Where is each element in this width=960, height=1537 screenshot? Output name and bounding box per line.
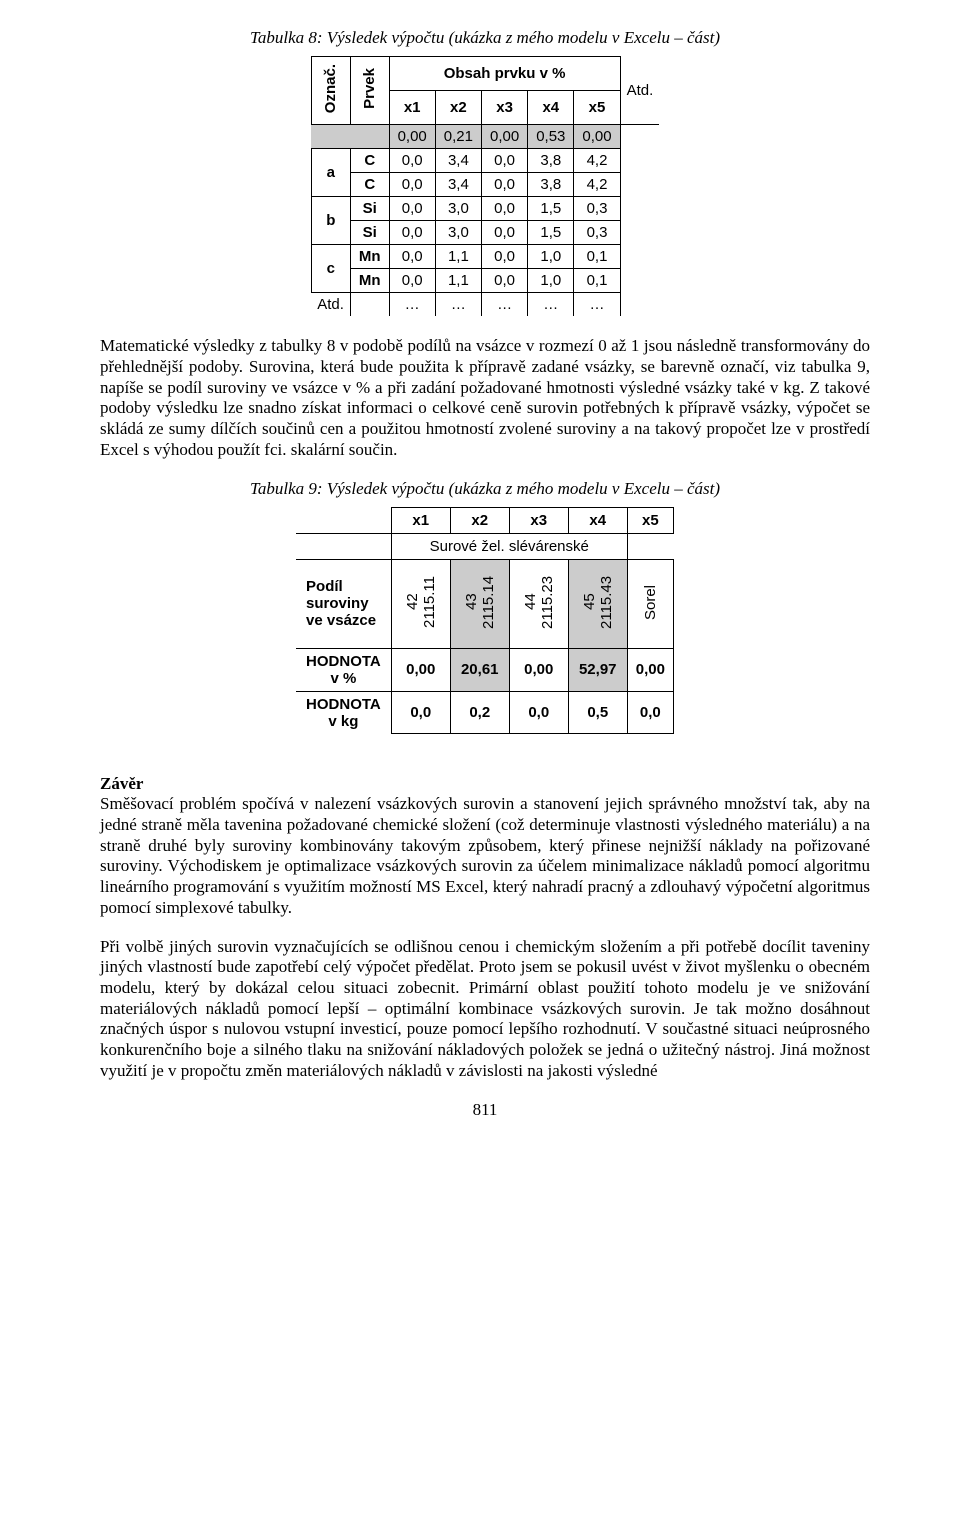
paragraph-1: Matematické výsledky z tabulky 8 v podob…	[100, 336, 870, 460]
t2-r2-3: 0,5	[568, 691, 627, 734]
t1-gray-1: 0,21	[435, 125, 481, 149]
t2-code-0: 42 2115.11	[400, 564, 442, 640]
t1-c-r2-4: 0,1	[574, 269, 620, 293]
t2-rowlabel: Podíl suroviny ve vsázce	[296, 559, 391, 648]
t1-c-r2-2: 0,0	[481, 269, 527, 293]
t2-r1-0: 0,00	[391, 648, 450, 691]
t2-col-x3: x3	[509, 507, 568, 533]
t1-b-r1-0: 0,0	[389, 197, 435, 221]
t1-merged-head: Obsah prvku v %	[389, 57, 620, 91]
t1-a-r1-4: 4,2	[574, 149, 620, 173]
table9-wrap: x1 x2 x3 x4 x5 Surové žel. slévárenské P…	[100, 507, 870, 735]
t2-col-x2: x2	[450, 507, 509, 533]
t1-c-r1-2: 0,0	[481, 245, 527, 269]
t1-vhead-oznac: Označ.	[319, 58, 342, 119]
t2-r1-label: HODNOTA v %	[296, 648, 391, 691]
t2-merged: Surové žel. slévárenské	[391, 533, 627, 559]
t1-el-b1: Si	[350, 197, 389, 221]
t1-a-r1-2: 0,0	[481, 149, 527, 173]
t1-a-r1-0: 0,0	[389, 149, 435, 173]
t1-b-r2-2: 0,0	[481, 221, 527, 245]
t1-a-r2-1: 3,4	[435, 173, 481, 197]
t1-c-r2-0: 0,0	[389, 269, 435, 293]
t1-c-r1-3: 1,0	[528, 245, 574, 269]
t1-col-x2: x2	[435, 91, 481, 125]
t1-group-b: b	[311, 197, 350, 245]
table9-caption: Tabulka 9: Výsledek výpočtu (ukázka z mé…	[100, 479, 870, 499]
t1-a-r2-2: 0,0	[481, 173, 527, 197]
t1-a-r2-0: 0,0	[389, 173, 435, 197]
t1-c-r1-4: 0,1	[574, 245, 620, 269]
t1-col-x1: x1	[389, 91, 435, 125]
t1-b-r2-3: 1,5	[528, 221, 574, 245]
table8-wrap: Označ. Prvek Obsah prvku v % Atd. x1 x2 …	[100, 56, 870, 316]
t2-code-1: 43 2115.14	[459, 564, 501, 640]
t1-atd-bottom: Atd.	[311, 293, 350, 317]
t1-gray-2: 0,00	[481, 125, 527, 149]
t1-a-r2-4: 4,2	[574, 173, 620, 197]
t1-ell-3: …	[528, 293, 574, 317]
table9: x1 x2 x3 x4 x5 Surové žel. slévárenské P…	[296, 507, 674, 735]
page-number: 811	[100, 1100, 870, 1120]
t1-el-b2: Si	[350, 221, 389, 245]
t1-a-r2-3: 3,8	[528, 173, 574, 197]
t1-atd-head: Atd.	[620, 57, 659, 125]
t1-a-r1-1: 3,4	[435, 149, 481, 173]
t1-b-r2-1: 3,0	[435, 221, 481, 245]
t1-el-c1: Mn	[350, 245, 389, 269]
t1-ell-1: …	[435, 293, 481, 317]
t1-gray-3: 0,53	[528, 125, 574, 149]
t1-c-r1-0: 0,0	[389, 245, 435, 269]
t1-b-r1-2: 0,0	[481, 197, 527, 221]
t1-b-r2-0: 0,0	[389, 221, 435, 245]
t1-ell-4: …	[574, 293, 620, 317]
t1-vhead-prvek: Prvek	[358, 62, 381, 115]
t2-code-3: 45 2115.43	[577, 564, 619, 640]
t2-r1-2: 0,00	[509, 648, 568, 691]
t2-col-x1: x1	[391, 507, 450, 533]
t1-col-x5: x5	[574, 91, 620, 125]
t1-c-r2-3: 1,0	[528, 269, 574, 293]
t2-code-4: Sorel	[638, 564, 663, 640]
t2-col-x4: x4	[568, 507, 627, 533]
t2-r2-4: 0,0	[627, 691, 673, 734]
t1-c-r1-1: 1,1	[435, 245, 481, 269]
t2-r2-0: 0,0	[391, 691, 450, 734]
paragraph-2: Směšovací problém spočívá v nalezení vsá…	[100, 794, 870, 918]
t1-group-c: c	[311, 245, 350, 293]
t2-r2-label: HODNOTA v kg	[296, 691, 391, 734]
t2-r2-2: 0,0	[509, 691, 568, 734]
table8: Označ. Prvek Obsah prvku v % Atd. x1 x2 …	[311, 56, 660, 316]
t1-el-a1: C	[350, 149, 389, 173]
t2-col-x5: x5	[627, 507, 673, 533]
t1-b-r1-1: 3,0	[435, 197, 481, 221]
t2-r2-1: 0,2	[450, 691, 509, 734]
t1-b-r2-4: 0,3	[574, 221, 620, 245]
t1-a-r1-3: 3,8	[528, 149, 574, 173]
t2-r1-1: 20,61	[450, 648, 509, 691]
t1-col-x4: x4	[528, 91, 574, 125]
t1-gray-0: 0,00	[389, 125, 435, 149]
t1-ell-0: …	[389, 293, 435, 317]
t1-el-a2: C	[350, 173, 389, 197]
t2-r1-4: 0,00	[627, 648, 673, 691]
t2-code-2: 44 2115.23	[518, 564, 560, 640]
t1-gray-4: 0,00	[574, 125, 620, 149]
table8-caption: Tabulka 8: Výsledek výpočtu (ukázka z mé…	[100, 28, 870, 48]
zaver-heading: Závěr	[100, 774, 870, 794]
t2-r1-3: 52,97	[568, 648, 627, 691]
t1-c-r2-1: 1,1	[435, 269, 481, 293]
t1-group-a: a	[311, 149, 350, 197]
paragraph-3: Při volbě jiných surovin vyznačujících s…	[100, 937, 870, 1082]
t1-el-c2: Mn	[350, 269, 389, 293]
t1-b-r1-4: 0,3	[574, 197, 620, 221]
t1-col-x3: x3	[481, 91, 527, 125]
t1-ell-2: …	[481, 293, 527, 317]
t1-b-r1-3: 1,5	[528, 197, 574, 221]
